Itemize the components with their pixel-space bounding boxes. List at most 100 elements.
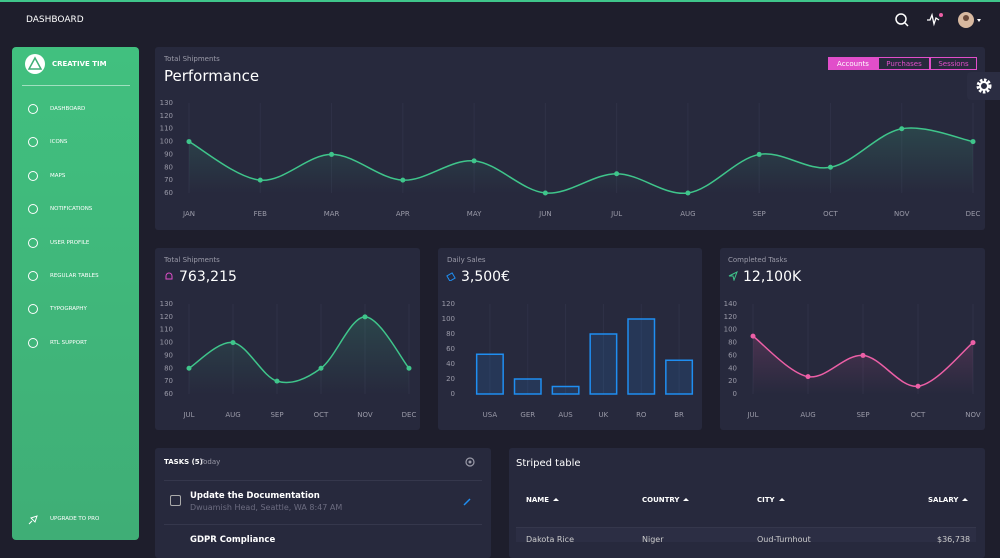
point	[318, 365, 324, 371]
divider	[22, 85, 130, 86]
y-tick-label: 90	[164, 351, 173, 359]
area	[189, 316, 409, 394]
x-tick-label: USA	[483, 411, 498, 419]
tab-active[interactable]: Accounts	[828, 57, 878, 70]
x-tick-label: JUL	[746, 411, 758, 419]
card-title: 12,100K	[743, 269, 802, 285]
y-tick-label: 70	[164, 377, 173, 385]
y-tick-label: 100	[160, 339, 173, 347]
bar	[665, 359, 694, 395]
send-icon	[728, 271, 738, 281]
nav-item[interactable]: MAPS	[50, 172, 66, 179]
settings-tab[interactable]	[967, 72, 1000, 100]
x-tick-label: MAY	[467, 210, 482, 218]
x-tick-label: JUL	[610, 210, 622, 218]
point	[400, 177, 406, 183]
upgrade-link[interactable]: UPGRADE TO PRO	[50, 516, 100, 522]
y-tick-label: 20	[728, 377, 737, 385]
x-tick-label: SEP	[856, 411, 869, 419]
bag-icon	[446, 272, 456, 281]
point	[750, 333, 756, 339]
x-tick-label: NOV	[965, 411, 981, 419]
nav-item[interactable]: REGULAR TABLES	[50, 273, 99, 279]
header-text: CITY	[757, 496, 775, 504]
tab[interactable]: Sessions	[930, 57, 977, 70]
task-detail: Dwuamish Head, Seattle, WA 8:47 AM	[190, 503, 343, 512]
card-subtitle: Daily Sales	[447, 256, 486, 264]
y-tick-label: 60	[164, 189, 173, 197]
top-accent	[0, 0, 1000, 2]
column-header[interactable]: COUNTRY	[642, 496, 690, 504]
x-tick-label: AUG	[225, 411, 240, 419]
nav-icon	[28, 204, 38, 215]
point	[274, 378, 280, 384]
card-subtitle: Completed Tasks	[728, 256, 788, 264]
task-title: GDPR Compliance	[190, 535, 276, 545]
y-tick-label: 100	[160, 138, 173, 146]
nav-item[interactable]: USER PROFILE	[50, 239, 90, 246]
tab[interactable]: Purchases	[878, 57, 930, 70]
bar	[475, 353, 504, 395]
table-title: Striped table	[516, 458, 581, 469]
x-tick-label: JAN	[182, 210, 195, 218]
point	[685, 190, 691, 196]
x-tick-label: OCT	[314, 411, 329, 419]
tasks-title: TASKS (5)	[164, 458, 203, 466]
checkbox[interactable]	[170, 495, 181, 506]
header-icons[interactable]	[890, 10, 985, 30]
edit-icon[interactable]	[462, 497, 472, 507]
y-tick-label: 110	[160, 125, 173, 133]
point	[186, 139, 192, 145]
y-tick-label: 70	[164, 176, 173, 184]
y-tick-label: 60	[164, 390, 173, 398]
point	[230, 340, 236, 346]
point	[614, 171, 620, 177]
point	[915, 383, 921, 389]
x-tick-label: BR	[674, 411, 684, 419]
area	[753, 336, 973, 394]
y-tick-label: 80	[728, 339, 737, 347]
point	[970, 340, 976, 346]
y-tick-label: 80	[164, 163, 173, 171]
card-subtitle: Total Shipments	[164, 256, 220, 264]
point	[406, 365, 412, 371]
table-row	[516, 528, 976, 542]
x-tick-label: JUN	[538, 210, 551, 218]
y-tick-label: 80	[446, 330, 455, 338]
line	[188, 127, 974, 194]
nav-item[interactable]: TYPOGRAPHY	[50, 306, 87, 313]
y-tick-label: 20	[446, 375, 455, 383]
column-header[interactable]: SALARY	[928, 496, 969, 504]
divider	[164, 524, 482, 525]
point	[186, 365, 192, 371]
charts: 60 70 80 90 100 110 120 130 JAN FEB MAR APR MAY JUN JU…	[160, 99, 981, 419]
nav-icon	[28, 104, 38, 114]
y-tick-label: 60	[728, 351, 737, 359]
card-title: 3,500€	[461, 269, 510, 285]
settings-icon[interactable]	[464, 456, 476, 468]
nav-item[interactable]: ICONS	[50, 139, 68, 146]
x-tick-label: OCT	[823, 210, 838, 218]
y-tick-label: 40	[728, 364, 737, 372]
column-header[interactable]: CITY	[757, 496, 785, 504]
nav-item[interactable]: NOTIFICATIONS	[50, 206, 93, 213]
y-tick-label: 0	[733, 390, 737, 398]
x-tick-label: FEB	[254, 210, 267, 218]
x-tick-label: AUG	[680, 210, 695, 218]
x-tick-label: RO	[636, 411, 647, 419]
point	[756, 151, 762, 157]
point	[860, 352, 866, 358]
brand-logo	[25, 54, 45, 74]
sales-card	[438, 248, 702, 430]
x-tick-label: NOV	[357, 411, 373, 419]
nav-item[interactable]: RTL SUPPORT	[50, 339, 87, 346]
tasks-subtitle: Today	[200, 458, 221, 466]
nav-item[interactable]: DASHBOARD	[50, 106, 86, 112]
sidebar: CREATIVE TIM	[12, 47, 139, 540]
cell: Niger	[642, 535, 664, 544]
tasks-chart-card	[720, 248, 985, 430]
x-tick-label: GER	[520, 411, 535, 419]
y-tick-label: 60	[446, 345, 455, 353]
column-header[interactable]: NAME	[526, 496, 560, 504]
